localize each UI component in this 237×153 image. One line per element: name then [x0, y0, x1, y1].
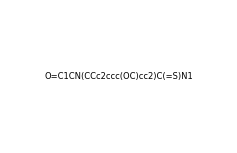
Text: O=C1CN(CCc2ccc(OC)cc2)C(=S)N1: O=C1CN(CCc2ccc(OC)cc2)C(=S)N1	[44, 72, 193, 81]
